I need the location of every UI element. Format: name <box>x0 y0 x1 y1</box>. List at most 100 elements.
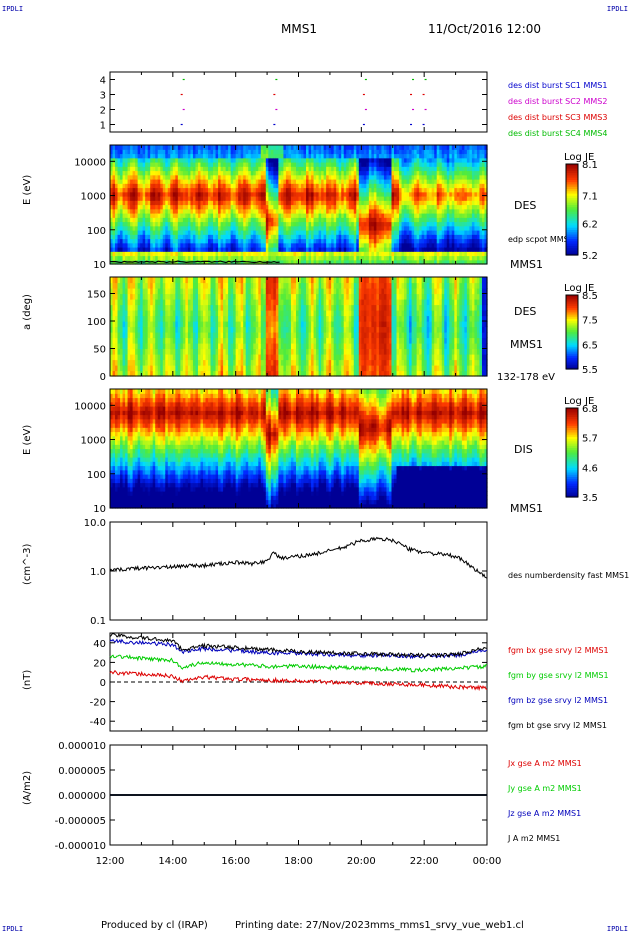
des_energy-cell <box>260 238 264 244</box>
des_energy-cell <box>429 166 433 172</box>
des_energy-cell <box>275 166 279 172</box>
des_energy-cell <box>145 259 149 265</box>
des_energy-cell <box>152 153 156 159</box>
des_energy-cell <box>112 234 116 240</box>
des_energy-cell <box>371 234 375 240</box>
des_energy-cell <box>280 187 285 193</box>
des_energy-cell <box>323 238 327 244</box>
des_energy-cell <box>316 255 320 261</box>
des_energy-cell <box>419 238 423 244</box>
des_energy-cell <box>225 225 229 231</box>
des_energy-cell <box>155 230 159 235</box>
des_energy-cell <box>376 217 380 223</box>
des_energy-cell <box>180 174 184 180</box>
des_energy-cell <box>386 247 390 252</box>
des_energy-cell <box>326 204 330 210</box>
des_energy-cell <box>366 170 370 176</box>
des_energy-cell <box>187 187 192 193</box>
des_energy-cell <box>192 225 197 231</box>
des_energy-cell <box>378 230 383 235</box>
des_energy-cell <box>135 204 139 210</box>
des_energy-cell <box>308 174 312 180</box>
des_energy-cell <box>321 191 325 197</box>
des_energy-cell <box>122 145 126 150</box>
des_energy-cell <box>235 149 239 155</box>
des_energy-cell <box>278 238 282 244</box>
des_energy-cell <box>285 259 290 265</box>
des_energy-cell <box>162 247 166 252</box>
des_energy-cell <box>202 157 207 163</box>
des_energy-cell <box>122 179 126 184</box>
des_energy-cell <box>388 153 393 159</box>
des_energy-cell <box>348 153 352 159</box>
des_energy-cell <box>273 145 277 150</box>
des_energy-cell <box>368 153 372 159</box>
des_energy-cell <box>140 149 144 155</box>
des_energy-cell <box>436 183 440 189</box>
des_energy-cell <box>308 230 312 235</box>
des_energy-cell <box>383 225 388 231</box>
des_energy-cell <box>218 170 222 176</box>
des_energy-cell <box>122 149 126 155</box>
des_energy-cell <box>381 191 385 197</box>
des_energy-cell <box>411 166 415 172</box>
des_energy-cell <box>278 247 282 252</box>
des_energy-cell <box>250 255 254 261</box>
des_energy-cell <box>225 208 229 214</box>
des_energy-cell <box>225 145 229 150</box>
des_energy-cell <box>351 162 355 167</box>
des_energy-cell <box>117 157 121 163</box>
des_energy-cell <box>298 187 302 193</box>
des_energy-cell <box>301 217 305 223</box>
des_energy-cell <box>248 208 252 214</box>
des_energy-cell <box>155 149 159 155</box>
des_energy-cell <box>439 149 443 155</box>
des_energy-cell <box>202 213 207 218</box>
des_energy-cell <box>120 174 124 180</box>
des_energy-cell <box>356 234 360 240</box>
des_energy-cell <box>411 238 415 244</box>
des_energy-cell <box>220 179 224 184</box>
des_energy-cell <box>135 251 139 257</box>
des_energy-cell <box>238 247 242 252</box>
des_energy-cell <box>280 213 285 218</box>
des_energy-cell <box>391 187 395 193</box>
des_energy-cell <box>378 145 383 150</box>
des_energy-cell <box>142 196 146 201</box>
des_energy-cell <box>182 187 186 193</box>
des_energy-cell <box>358 234 362 240</box>
des_energy-cell <box>436 221 440 227</box>
des_energy-cell <box>381 196 385 201</box>
des_energy-cell <box>170 217 174 223</box>
des_energy-cell <box>142 145 146 150</box>
des_energy-cell <box>260 225 264 231</box>
des_energy-cell <box>132 200 136 206</box>
des_energy-cell <box>202 221 207 227</box>
des_energy-cell <box>155 255 159 261</box>
des_energy-cell <box>338 204 342 210</box>
des_energy-cell <box>142 230 146 235</box>
des_energy-cell <box>285 170 290 176</box>
des-energy-panel-ytick-label: 10 <box>93 260 106 271</box>
des_energy-cell <box>434 196 438 201</box>
des_energy-cell <box>416 234 420 240</box>
des_energy-cell <box>130 145 134 150</box>
des_energy-cell <box>366 191 370 197</box>
des_energy-cell <box>190 170 194 176</box>
des_energy-cell <box>280 230 285 235</box>
des_energy-cell <box>396 200 400 206</box>
des_energy-cell <box>278 191 282 197</box>
des_energy-cell <box>343 238 347 244</box>
des_energy-cell <box>215 255 219 261</box>
des_energy-cell <box>155 153 159 159</box>
des_energy-cell <box>182 200 186 206</box>
des_energy-cell <box>235 208 239 214</box>
des_energy-cell <box>265 234 269 240</box>
des_energy-cell <box>348 225 352 231</box>
des_energy-cell <box>431 217 435 223</box>
des_energy-cell <box>225 251 229 257</box>
des_energy-cell <box>346 230 350 235</box>
des_energy-cell <box>381 183 385 189</box>
des_energy-cell <box>436 149 440 155</box>
des_energy-cell <box>414 238 418 244</box>
